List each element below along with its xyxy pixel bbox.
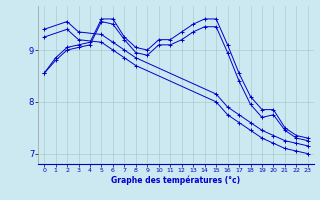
X-axis label: Graphe des températures (°c): Graphe des températures (°c) bbox=[111, 176, 241, 185]
